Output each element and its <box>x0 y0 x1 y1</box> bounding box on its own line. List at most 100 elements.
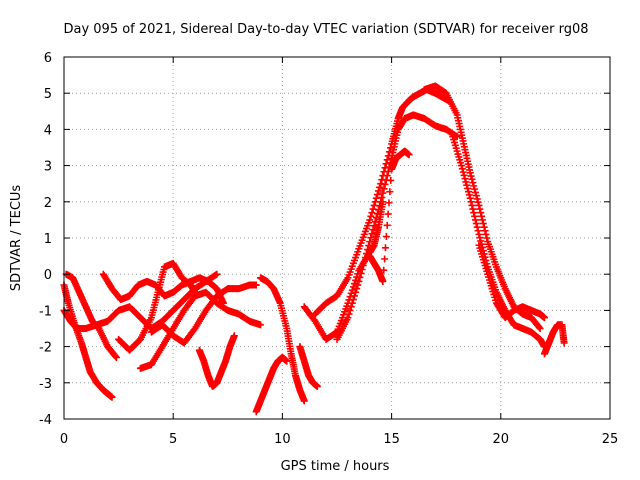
data-point <box>230 332 238 340</box>
data-point <box>348 299 356 307</box>
data-point <box>469 205 477 213</box>
data-point <box>471 188 479 196</box>
data-point <box>385 199 393 207</box>
series-arc-15 <box>366 147 413 285</box>
data-point <box>474 198 482 206</box>
data-point <box>354 281 362 289</box>
y-tick-label: -3 <box>39 377 52 392</box>
data-point <box>300 397 308 405</box>
series-arc-11 <box>296 343 321 390</box>
data-point <box>381 244 389 252</box>
x-axis-label: GPS time / hours <box>281 459 390 474</box>
data-point <box>475 230 483 238</box>
data-point <box>480 223 488 231</box>
data-point <box>313 382 321 390</box>
data-point <box>252 281 260 289</box>
data-point <box>470 182 478 190</box>
data-point <box>257 321 265 329</box>
data-point <box>372 214 380 222</box>
data-point <box>374 206 382 214</box>
series-arc-5 <box>115 259 199 354</box>
data-point <box>347 303 355 311</box>
data-point <box>384 210 392 218</box>
data-point <box>405 151 413 159</box>
data-point <box>381 180 389 188</box>
x-tick-label: 5 <box>169 432 177 447</box>
data-point <box>352 288 360 296</box>
series-arc-6 <box>136 288 265 372</box>
data-point <box>458 165 466 173</box>
x-tick-label: 25 <box>602 432 619 447</box>
data-point <box>476 205 484 213</box>
data-point <box>471 185 479 193</box>
series-arc-16 <box>420 82 544 332</box>
data-point <box>370 222 378 230</box>
data-point <box>477 209 485 217</box>
y-tick-label: 3 <box>44 160 52 175</box>
data-point <box>346 306 354 314</box>
x-tick-label: 10 <box>274 432 291 447</box>
y-tick-label: 0 <box>44 268 52 283</box>
series-arc-8 <box>195 332 238 390</box>
data-point <box>471 216 479 224</box>
data-point <box>373 191 381 199</box>
data-point <box>467 172 475 180</box>
data-point <box>376 202 384 210</box>
data-point <box>382 233 390 241</box>
data-point <box>470 209 478 217</box>
plot-frame <box>63 56 611 420</box>
data-point <box>462 178 470 186</box>
data-point <box>381 255 389 263</box>
data-point <box>353 285 361 293</box>
data-point <box>352 276 360 284</box>
data-point <box>466 169 474 177</box>
data-point <box>358 265 366 273</box>
data-point <box>368 230 376 238</box>
y-tick-label: 4 <box>44 123 52 138</box>
series-arc-12 <box>300 198 387 343</box>
data-point <box>380 185 388 193</box>
data-point <box>536 325 544 332</box>
data-point <box>382 160 390 168</box>
data-point <box>461 175 469 183</box>
series-arc-1 <box>60 281 116 401</box>
data-point <box>473 223 481 231</box>
data-point <box>478 212 486 220</box>
data-point <box>469 179 477 187</box>
y-tick-label: 6 <box>44 51 52 66</box>
data-point <box>377 198 385 206</box>
data-point <box>379 277 387 285</box>
data-point <box>468 175 476 183</box>
x-tick-label: 15 <box>383 432 400 447</box>
data-point <box>371 218 379 226</box>
data-point <box>467 198 475 206</box>
data-point <box>366 238 374 246</box>
data-point <box>378 193 386 201</box>
data-point <box>475 201 483 209</box>
chart-title: Day 095 of 2021, Sidereal Day-to-day VTE… <box>63 22 588 37</box>
data-point <box>465 191 473 199</box>
y-tick-label: -1 <box>39 304 52 319</box>
data-point <box>386 188 394 196</box>
data-point <box>213 270 221 278</box>
data-point <box>366 216 374 224</box>
data-point <box>373 210 381 218</box>
data-point <box>383 221 391 229</box>
data-point <box>367 234 375 242</box>
data-point <box>108 393 116 401</box>
series-arc-18 <box>475 241 548 322</box>
data-point <box>535 323 543 331</box>
data-point <box>464 184 472 192</box>
data-point <box>460 171 468 179</box>
grid-lines <box>64 57 610 419</box>
data-point <box>367 212 375 220</box>
data-point <box>477 237 485 245</box>
series-arc-2 <box>60 270 221 332</box>
data-point <box>359 262 367 270</box>
data-point <box>457 162 465 170</box>
axis-ticks: 0 5 10 15 20 25 -4 -3 -2 -1 0 1 2 3 4 5 6 <box>39 51 618 447</box>
x-tick-label: 20 <box>493 432 510 447</box>
data-point <box>481 227 489 235</box>
data-point <box>360 258 368 266</box>
data-point <box>368 209 376 217</box>
